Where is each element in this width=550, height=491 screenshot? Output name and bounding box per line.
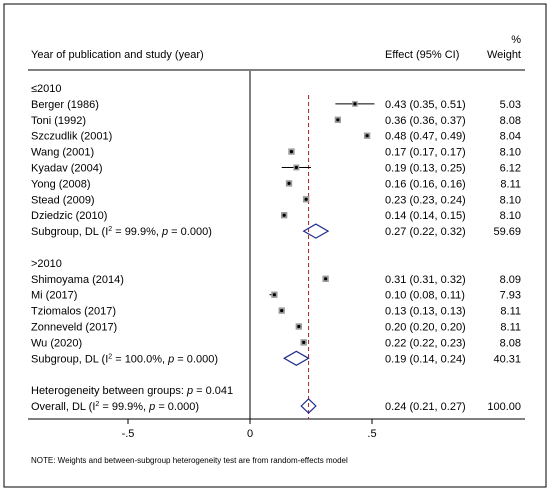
weight-value: 59.69 — [493, 226, 521, 238]
i2-superscript: 2 — [108, 226, 112, 233]
weight-value: 8.08 — [500, 337, 521, 349]
study-label: Mi (2017) — [31, 290, 77, 302]
rows-layer: ≤2010 Berger (1986) 0.43 (0.35, 0.51) 5.03 T… — [31, 71, 521, 419]
effect-ci: 0.36 (0.36, 0.37) — [385, 115, 466, 127]
effect-ci: 0.16 (0.16, 0.16) — [385, 178, 466, 190]
weight-value: 6.12 — [500, 163, 521, 175]
x-tick-label: .5 — [367, 428, 376, 440]
overall-label: Overall, DL (I2 = 99.9%, p = 0.000) — [31, 401, 199, 413]
effect-ci: 0.31 (0.31, 0.32) — [385, 274, 466, 286]
point-estimate — [302, 340, 306, 344]
study-label: Shimoyama (2014) — [31, 274, 124, 286]
overall-label-text: Overall, DL (I — [31, 401, 95, 413]
subgroup-label-text: Subgroup, DL (I — [31, 353, 108, 365]
weight-value: 100.00 — [487, 401, 521, 413]
effect-ci: 0.20 (0.20, 0.20) — [385, 322, 466, 334]
weight-value: 8.11 — [500, 178, 521, 190]
effect-ci: 0.48 (0.47, 0.49) — [385, 131, 466, 143]
weight-value: 8.08 — [500, 115, 521, 127]
weight-value: 8.10 — [500, 147, 521, 159]
study-label: Yong (2008) — [31, 178, 91, 190]
point-estimate — [365, 134, 369, 138]
point-estimate — [294, 165, 298, 170]
weight-value: 8.11 — [500, 306, 521, 318]
header-weight: Weight — [487, 49, 521, 61]
overall-label-i2: = 99.9%, — [99, 401, 149, 413]
subgroup-label-i2: = 100.0%, — [112, 353, 168, 365]
weight-value: 8.04 — [500, 131, 521, 143]
weight-value: 5.03 — [500, 99, 521, 111]
overall-label-p: = 0.000) — [155, 401, 199, 413]
point-estimate — [304, 197, 308, 201]
p-symbol: p — [186, 385, 193, 397]
effect-ci: 0.10 (0.08, 0.11) — [385, 290, 465, 302]
study-label: Zonneveld (2017) — [31, 322, 117, 334]
weight-value: 7.93 — [500, 290, 521, 302]
effect-ci: 0.24 (0.21, 0.27) — [385, 401, 466, 413]
subgroup-diamond — [282, 350, 310, 366]
point-estimate — [324, 277, 328, 281]
header-weight-pct: % — [511, 34, 521, 46]
x-axis: -.5 0 .5 — [122, 419, 377, 440]
point-estimate — [297, 324, 301, 329]
subgroup-label-text: Subgroup, DL (I — [31, 226, 108, 238]
point-estimate — [353, 102, 357, 106]
study-label: Tziomalos (2017) — [31, 306, 116, 318]
study-label: Szczudlik (2001) — [31, 131, 112, 143]
effect-ci: 0.19 (0.13, 0.25) — [385, 163, 466, 175]
header-study: Year of publication and study (year) — [31, 49, 204, 61]
heterogeneity-label: Heterogeneity between groups: p = 0.041 — [31, 385, 233, 397]
subgroup-diamond — [302, 223, 330, 239]
plot-border — [3, 3, 547, 488]
header-effect: Effect (95% CI) — [385, 49, 459, 61]
heterogeneity-label-text: Heterogeneity between groups: — [31, 385, 187, 397]
point-estimate — [287, 181, 291, 185]
point-estimate — [289, 150, 294, 154]
effect-ci: 0.17 (0.17, 0.17) — [385, 147, 466, 159]
weight-value: 8.11 — [500, 322, 521, 334]
weight-value: 8.09 — [500, 274, 521, 286]
p-symbol: p — [167, 353, 174, 365]
weight-value: 40.31 — [493, 353, 521, 365]
effect-ci: 0.19 (0.14, 0.24) — [385, 353, 466, 365]
subgroup-label: Subgroup, DL (I2 = 100.0%, p = 0.000) — [31, 353, 218, 365]
study-label: Dziedzic (2010) — [31, 210, 107, 222]
footnote: NOTE: Weights and between-subgroup heter… — [31, 456, 348, 465]
subgroup-label-p: = 0.000) — [168, 226, 212, 238]
subgroup-label-p: = 0.000) — [174, 353, 218, 365]
effect-ci: 0.13 (0.13, 0.13) — [385, 306, 466, 318]
group-label: ≤2010 — [31, 83, 62, 95]
point-estimate — [280, 309, 284, 313]
x-tick-label: -.5 — [122, 428, 135, 440]
effect-ci: 0.43 (0.35, 0.51) — [385, 99, 466, 111]
effect-ci: 0.22 (0.22, 0.23) — [385, 337, 466, 349]
study-label: Berger (1986) — [31, 99, 99, 111]
group-label: >2010 — [31, 258, 62, 270]
study-label: Stead (2009) — [31, 194, 95, 206]
study-label: Wu (2020) — [31, 337, 82, 349]
weight-value: 8.10 — [500, 210, 521, 222]
point-estimate — [336, 118, 340, 122]
p-symbol: p — [161, 226, 168, 238]
study-label: Kyadav (2004) — [31, 163, 103, 175]
point-estimate — [282, 213, 286, 217]
i2-superscript: 2 — [95, 401, 99, 408]
subgroup-label-i2: = 99.9%, — [112, 226, 162, 238]
p-symbol: p — [148, 401, 155, 413]
weight-value: 8.10 — [500, 194, 521, 206]
point-estimate — [272, 293, 276, 297]
effect-ci: 0.14 (0.14, 0.15) — [385, 210, 466, 222]
subgroup-label: Subgroup, DL (I2 = 99.9%, p = 0.000) — [31, 226, 212, 238]
study-label: Wang (2001) — [31, 147, 94, 159]
effect-ci: 0.23 (0.23, 0.24) — [385, 194, 466, 206]
heterogeneity-label-p: = 0.041 — [193, 385, 233, 397]
x-tick-label: 0 — [247, 428, 253, 440]
study-label: Toni (1992) — [31, 115, 86, 127]
i2-superscript: 2 — [108, 353, 112, 360]
overall-diamond — [300, 398, 317, 414]
effect-ci: 0.27 (0.22, 0.32) — [385, 226, 466, 238]
